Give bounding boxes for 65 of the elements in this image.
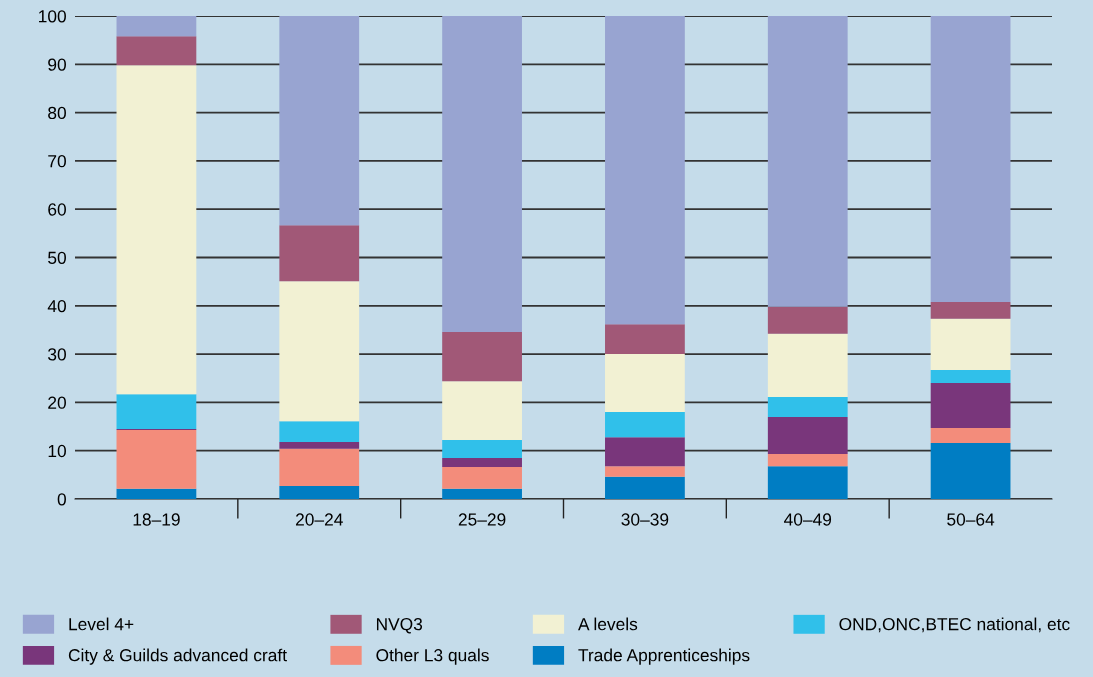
bar [279,281,360,422]
bar [930,442,1011,499]
y-tick-label: 80 [48,106,66,120]
legend-label: OND,ONC,BTEC national, etc [839,617,1070,633]
bar [930,383,1011,428]
legend-label: Level 4+ [69,617,134,631]
bar [442,440,522,458]
bar [279,16,360,226]
y-tick-label: 20 [48,396,66,409]
bar [442,16,522,332]
bar [279,225,360,282]
bar [930,16,1011,302]
legend-label: NVQ3 [376,618,423,634]
bar [767,333,848,398]
y-tick-label: 0 [57,493,66,506]
y-tick-label: 10 [48,444,66,458]
bar [116,488,197,499]
x-tick-label: 20–24 [295,513,343,526]
bar [442,381,522,441]
bar [116,394,197,429]
bar [279,448,360,486]
bar [767,16,848,307]
bar [767,306,848,334]
bar [116,65,197,395]
bar [767,466,848,499]
y-tick-label: 60 [48,203,66,216]
bar [442,488,522,499]
legend-label: City & Guilds advanced craft [68,648,287,665]
x-tick-label: 30–39 [621,513,669,526]
bar [279,442,360,449]
y-tick-label: 100 [39,10,66,23]
bar [930,301,1011,319]
bar [930,370,1011,384]
legend-label: Trade Apprenticeships [578,648,750,665]
legend-label: A levels [578,617,638,631]
bar [605,354,685,413]
y-tick-label: 40 [47,299,66,313]
bar [116,16,197,37]
bar [442,467,522,489]
bar [930,428,1011,443]
bar [605,466,685,477]
x-tick-label: 18–19 [133,513,180,526]
y-tick-label: 30 [48,348,66,361]
y-tick-label: 90 [48,58,66,71]
x-tick-label: 50–64 [947,513,995,526]
bar [605,437,685,467]
bar [116,429,197,489]
bar [605,412,685,438]
bar [605,16,685,325]
bar [605,324,685,355]
x-tick-label: 40–49 [784,513,832,526]
bar [279,421,360,443]
y-tick-label: 70 [48,155,66,168]
bar [767,416,848,455]
bar [930,318,1011,371]
x-tick-label: 25–29 [458,513,506,526]
bar [116,36,197,66]
bar [442,457,522,468]
y-tick-label: 50 [48,251,66,264]
bar [605,476,685,499]
legend-label: Other L3 quals [376,648,489,665]
bar [767,397,848,417]
bar [767,454,848,467]
bar [279,485,360,499]
bar [442,331,522,382]
